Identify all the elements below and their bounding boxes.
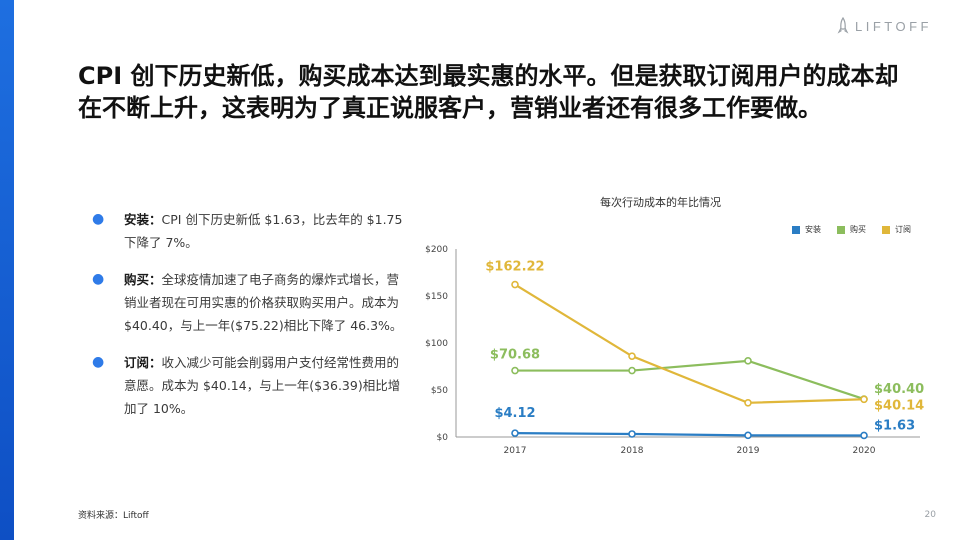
page-number: 20	[924, 510, 936, 520]
data-label: $40.14	[874, 398, 924, 413]
data-point	[860, 431, 868, 440]
series-line-0	[514, 432, 865, 437]
legend-swatch	[882, 225, 890, 234]
x-tick-label: 2020	[853, 446, 876, 456]
logo-text: LIFTOFF	[855, 18, 932, 34]
x-tick-label: 2017	[504, 446, 527, 456]
bullet-subscribe: ● 订阅：收入减少可能会削弱用户支付经常性费用的意愿。成本为 $40.14，与上…	[88, 351, 406, 420]
legend-label: 订阅	[895, 225, 911, 234]
legend-item-purchase: 购买	[837, 224, 866, 235]
y-tick-label: $150	[425, 292, 448, 302]
data-point	[628, 352, 636, 360]
data-label: $40.40	[874, 382, 924, 397]
data-label: $1.63	[874, 418, 915, 433]
y-tick-label: $200	[425, 245, 448, 255]
bullet-dot-icon: ●	[92, 354, 105, 370]
accent-bar	[0, 0, 14, 540]
data-point	[744, 398, 752, 407]
series-line-2	[514, 283, 865, 404]
data-point	[511, 429, 519, 437]
legend-label: 购买	[850, 225, 866, 234]
data-label: $70.68	[490, 348, 540, 363]
rocket-icon	[837, 17, 849, 34]
bullet-term: 购买：	[124, 272, 162, 287]
data-point	[744, 431, 752, 440]
bullet-term: 订阅：	[124, 355, 162, 370]
data-point	[511, 280, 519, 289]
bullet-text: CPI 创下历史新低 $1.63，比去年的 $1.75 下降了 7%。	[124, 212, 403, 250]
bullet-list: ● 安装：CPI 创下历史新低 $1.63，比去年的 $1.75 下降了 7%。…	[88, 208, 406, 434]
bullet-term: 安装：	[124, 212, 162, 227]
bullet-dot-icon: ●	[92, 211, 105, 227]
data-point	[628, 430, 636, 438]
data-label: $4.12	[494, 406, 535, 421]
bullet-text: 收入减少可能会削弱用户支付经常性费用的意愿。成本为 $40.14，与上一年($3…	[124, 355, 401, 416]
data-point	[744, 357, 752, 365]
source-note: 资料来源：Liftoff	[78, 511, 149, 521]
legend-item-install: 安装	[792, 224, 821, 235]
legend-swatch	[837, 225, 845, 234]
liftoff-logo: LIFTOFF	[837, 16, 932, 36]
series-line-1	[515, 359, 865, 401]
data-point	[628, 366, 636, 375]
legend-item-subscribe: 订阅	[882, 224, 911, 235]
x-tick-label: 2018	[621, 446, 644, 456]
y-tick-label: $50	[431, 386, 448, 396]
data-point	[511, 366, 519, 375]
bullet-text: 全球疫情加速了电子商务的爆炸式增长，营销业者现在可用实惠的价格获取购买用户。成本…	[124, 272, 403, 333]
bullet-install: ● 安装：CPI 创下历史新低 $1.63，比去年的 $1.75 下降了 7%。	[88, 208, 406, 254]
data-label: $162.22	[485, 260, 544, 275]
y-tick-label: $100	[425, 339, 448, 349]
chart-title: 每次行动成本的年比情况	[600, 196, 721, 209]
bullet-purchase: ● 购买：全球疫情加速了电子商务的爆炸式增长，营销业者现在可用实惠的价格获取购买…	[88, 268, 406, 337]
y-tick-label: $0	[437, 433, 449, 443]
data-point	[860, 395, 868, 404]
legend-label: 安装	[805, 225, 821, 234]
legend-swatch	[792, 225, 800, 234]
chart-legend: 安装 购买 订阅	[792, 224, 911, 235]
x-tick-label: 2019	[737, 446, 760, 456]
bullet-dot-icon: ●	[92, 271, 105, 287]
slide-headline: CPI 创下历史新低，购买成本达到最实惠的水平。但是获取订阅用户的成本却在不断上…	[78, 62, 899, 122]
